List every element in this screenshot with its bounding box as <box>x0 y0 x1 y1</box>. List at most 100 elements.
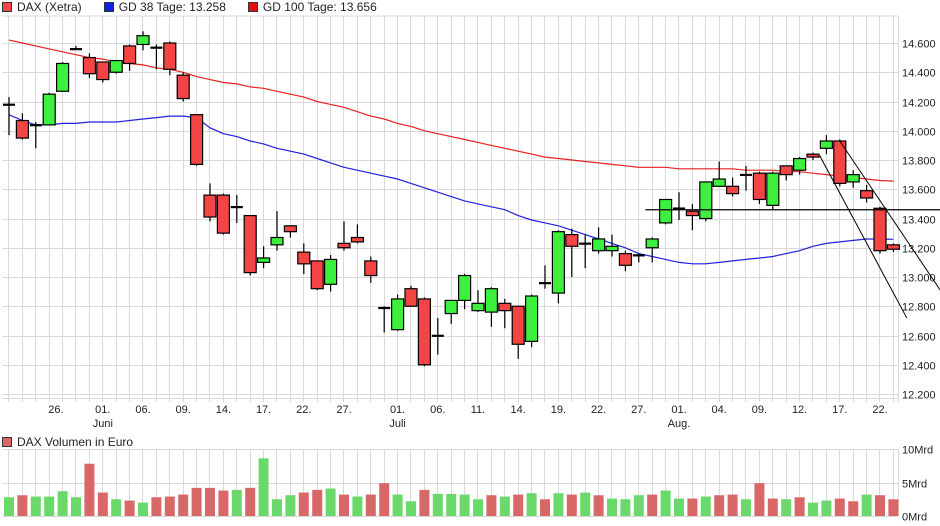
candle[interactable] <box>29 121 42 149</box>
candle[interactable] <box>792 157 807 175</box>
legend-item-gd100[interactable]: GD 100 Tage: 13.656 <box>247 0 377 14</box>
candle[interactable] <box>82 53 97 79</box>
candle[interactable] <box>685 203 700 231</box>
candle[interactable] <box>243 214 257 276</box>
candle[interactable] <box>632 253 645 263</box>
volume-bar[interactable] <box>620 499 631 516</box>
volume-bar[interactable] <box>4 497 14 516</box>
volume-bar[interactable] <box>231 489 242 516</box>
volume-bar[interactable] <box>727 494 738 516</box>
volume-bar[interactable] <box>392 494 403 516</box>
volume-bar[interactable] <box>57 491 68 516</box>
candle[interactable] <box>819 135 834 155</box>
volume-bar[interactable] <box>861 494 872 516</box>
volume-bar[interactable] <box>714 495 725 516</box>
volume-bar[interactable] <box>607 498 617 516</box>
volume-bar[interactable] <box>178 494 189 516</box>
candle[interactable] <box>498 298 512 329</box>
candle[interactable] <box>859 184 874 203</box>
legend-item-gd38[interactable]: GD 38 Tage: 13.258 <box>103 0 226 14</box>
volume-bar[interactable] <box>700 496 711 516</box>
volume-bar[interactable] <box>875 495 885 516</box>
candle[interactable] <box>15 113 29 140</box>
candle[interactable] <box>230 195 243 223</box>
volume-bar[interactable] <box>566 494 577 516</box>
candle[interactable] <box>150 44 163 70</box>
volume-bar[interactable] <box>473 499 483 516</box>
volume-bar[interactable] <box>513 494 524 516</box>
volume-bar[interactable] <box>432 493 443 516</box>
volume-bar[interactable] <box>419 489 430 516</box>
trend-line[interactable] <box>839 140 940 291</box>
candle[interactable] <box>270 211 284 251</box>
volume-bar[interactable] <box>191 487 202 516</box>
volume-bar[interactable] <box>754 483 765 516</box>
volume-bar[interactable] <box>486 495 497 516</box>
candle[interactable] <box>565 228 579 277</box>
volume-bar[interactable] <box>888 499 899 516</box>
candle[interactable] <box>417 297 431 367</box>
volume-bar[interactable] <box>164 496 175 516</box>
volume-bar[interactable] <box>124 500 135 516</box>
candle[interactable] <box>257 246 271 269</box>
candle[interactable] <box>391 294 405 332</box>
volume-bar[interactable] <box>312 489 323 516</box>
volume-bar[interactable] <box>30 496 41 516</box>
volume-bar[interactable] <box>808 502 818 516</box>
candle[interactable] <box>297 243 311 275</box>
candle[interactable] <box>740 165 752 191</box>
volume-bar[interactable] <box>848 501 859 516</box>
candle[interactable] <box>176 72 190 102</box>
candle[interactable] <box>70 45 82 51</box>
volume-bar[interactable] <box>540 499 550 516</box>
candle[interactable] <box>725 177 740 197</box>
volume-bar[interactable] <box>272 499 282 516</box>
volume-bar[interactable] <box>647 494 658 516</box>
candle[interactable] <box>471 290 485 313</box>
volume-bar[interactable] <box>687 498 698 516</box>
volume-bar[interactable] <box>325 488 336 516</box>
legend-item-dax[interactable]: DAX (Xetra) <box>2 0 82 14</box>
candle[interactable] <box>551 230 566 304</box>
volume-bar[interactable] <box>111 499 122 516</box>
volume-bar[interactable] <box>794 497 805 516</box>
volume-bar[interactable] <box>339 494 349 516</box>
candle[interactable] <box>122 44 137 71</box>
candle[interactable] <box>645 237 659 263</box>
candle[interactable] <box>806 152 820 160</box>
volume-bar[interactable] <box>285 495 296 516</box>
candle[interactable] <box>712 161 726 187</box>
volume-bar[interactable] <box>71 497 81 516</box>
volume-bar[interactable] <box>821 500 832 516</box>
candle[interactable] <box>511 305 525 359</box>
price-chart[interactable]: 14.600 14.400 14.200 14.000 13.800 13.600 13.4… <box>0 0 940 432</box>
volume-bar[interactable] <box>352 496 363 516</box>
candle[interactable] <box>404 285 418 307</box>
volume-bar[interactable] <box>379 483 390 516</box>
candle[interactable] <box>579 234 592 269</box>
volume-bar[interactable] <box>674 498 684 516</box>
volume-bar[interactable] <box>593 495 604 516</box>
trend-line[interactable] <box>819 155 908 319</box>
volume-bar[interactable] <box>84 463 95 516</box>
candle[interactable] <box>886 243 901 253</box>
volume-bar[interactable] <box>406 501 416 516</box>
candle[interactable] <box>699 181 713 222</box>
candle[interactable] <box>42 92 56 126</box>
candle[interactable] <box>203 183 217 222</box>
candle[interactable] <box>444 299 458 324</box>
candle[interactable] <box>163 41 177 76</box>
volume-bar[interactable] <box>138 502 148 516</box>
volume-bar[interactable] <box>151 497 162 516</box>
volume-bar[interactable] <box>459 494 470 516</box>
volume-bar[interactable] <box>97 492 108 516</box>
volume-bar[interactable] <box>580 492 591 516</box>
candle[interactable] <box>324 255 338 292</box>
candle[interactable] <box>873 206 887 254</box>
candle[interactable] <box>673 192 685 220</box>
volume-bar[interactable] <box>633 495 644 516</box>
candle[interactable] <box>96 61 110 83</box>
volume-bar[interactable] <box>218 490 229 516</box>
volume-bar[interactable] <box>245 487 256 516</box>
candle[interactable] <box>216 193 230 235</box>
